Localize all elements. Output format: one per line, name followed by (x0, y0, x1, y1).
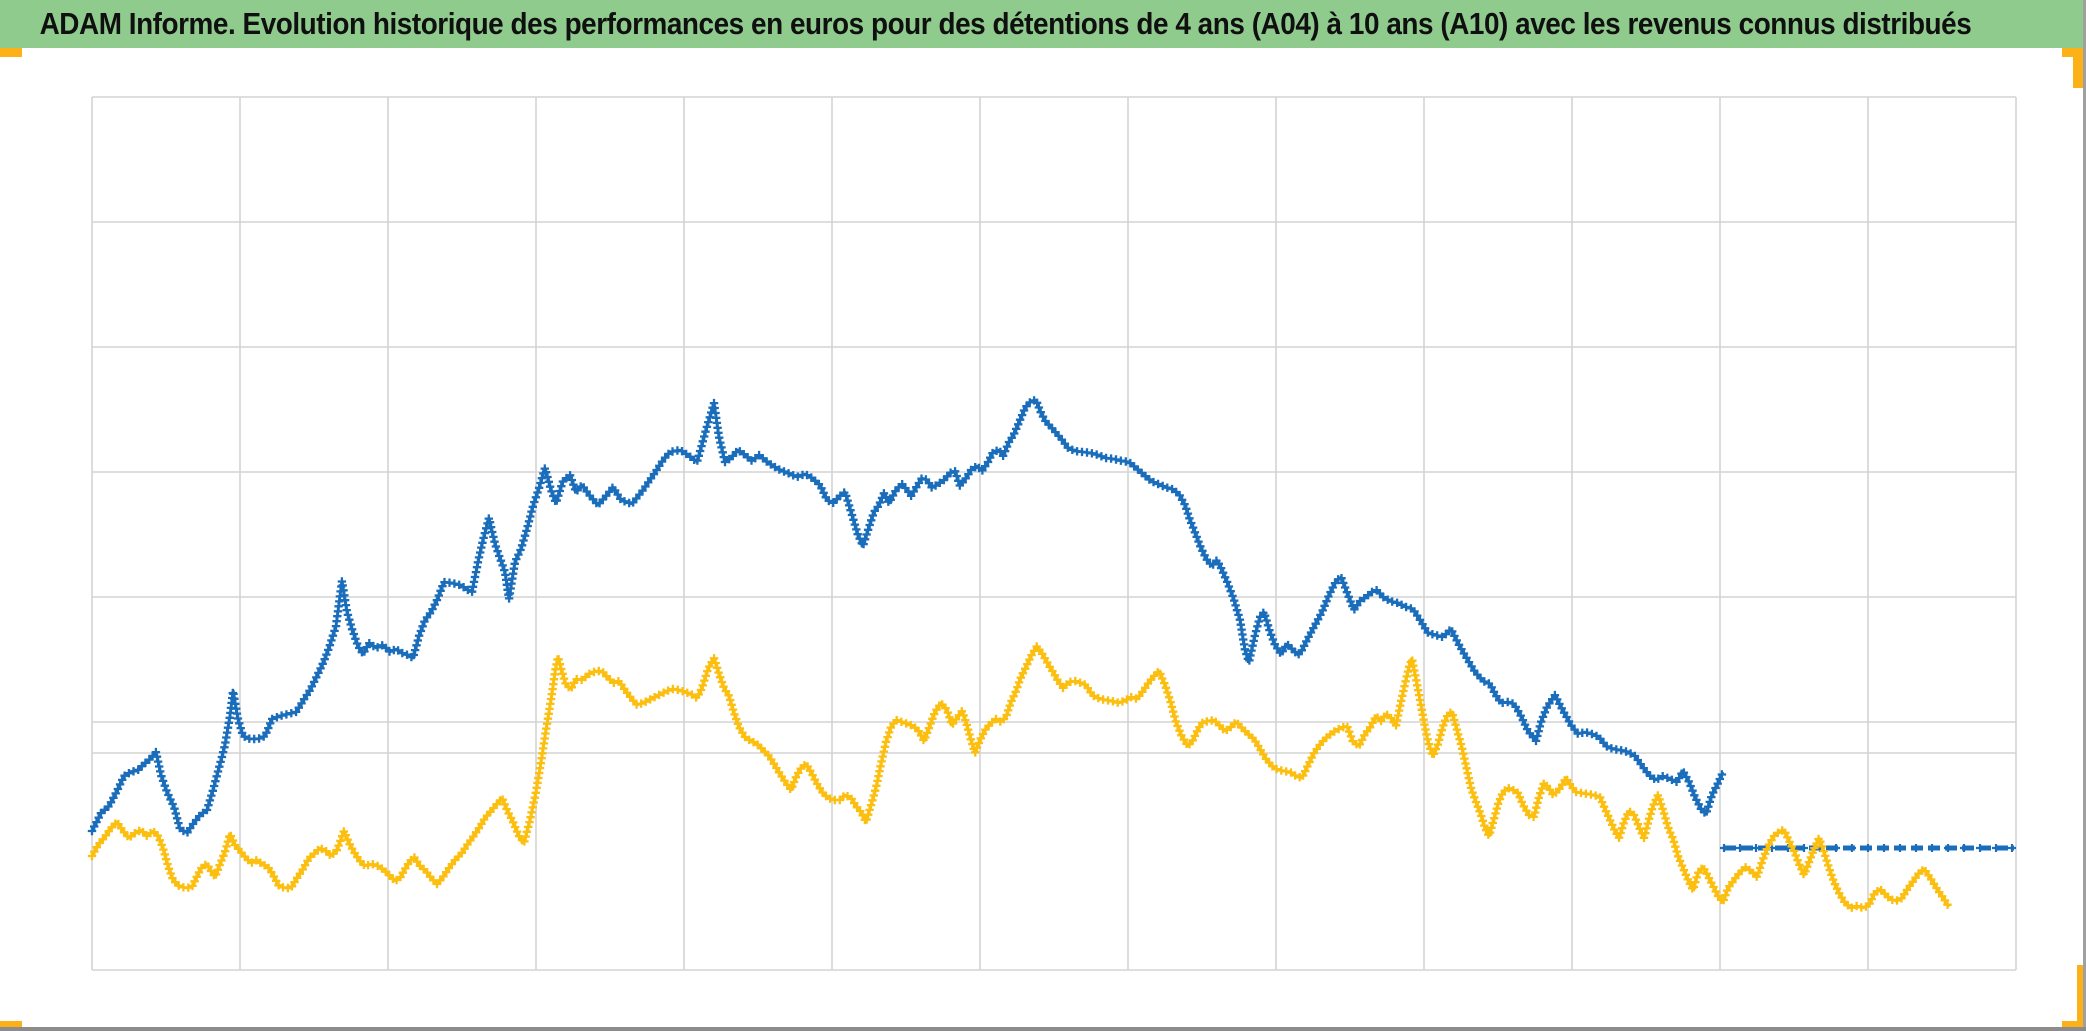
selection-corner-top-left (0, 48, 22, 57)
window-border-bottom (0, 1027, 2086, 1031)
series-blue-markers (87, 396, 1727, 837)
window-border-right (2083, 0, 2086, 1031)
chart-title-bar[interactable]: ADAM Informe. Evolution historique des p… (0, 0, 2083, 48)
series-gold-markers (87, 642, 1952, 912)
series-blue-flat-markers (1720, 844, 2016, 852)
selection-corner-bottom-right (2062, 1021, 2086, 1028)
selection-corner-bottom-right-v (2077, 965, 2086, 1027)
chart-title: ADAM Informe. Evolution historique des p… (39, 6, 1972, 41)
selection-corner-top-right-v (2073, 48, 2084, 88)
selection-corner-bottom-left (0, 1021, 22, 1028)
